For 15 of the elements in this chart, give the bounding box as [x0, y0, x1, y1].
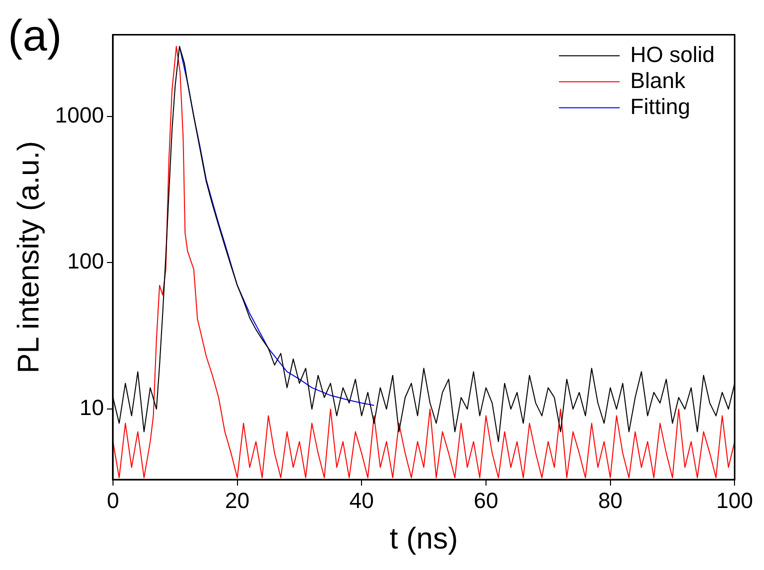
- x-tick-label: 80: [598, 488, 623, 513]
- y-tick-label: 10: [79, 395, 104, 420]
- x-tick-label: 20: [225, 488, 250, 513]
- x-tick-label: 0: [106, 488, 120, 513]
- x-tick-label: 60: [474, 488, 498, 513]
- chart-title: (a): [8, 12, 62, 61]
- legend-label: Fitting: [630, 94, 690, 119]
- x-axis-title: t (ns): [390, 522, 458, 556]
- x-tick-label: 40: [349, 488, 374, 513]
- y-axis-title: PL intensity (a.u.): [12, 141, 46, 374]
- x-tick-label: 100: [716, 488, 754, 513]
- legend-label: HO solid: [630, 42, 715, 67]
- y-tick-label: 100: [67, 248, 104, 274]
- legend-label: Blank: [630, 68, 686, 93]
- y-tick-label: 1000: [54, 102, 104, 128]
